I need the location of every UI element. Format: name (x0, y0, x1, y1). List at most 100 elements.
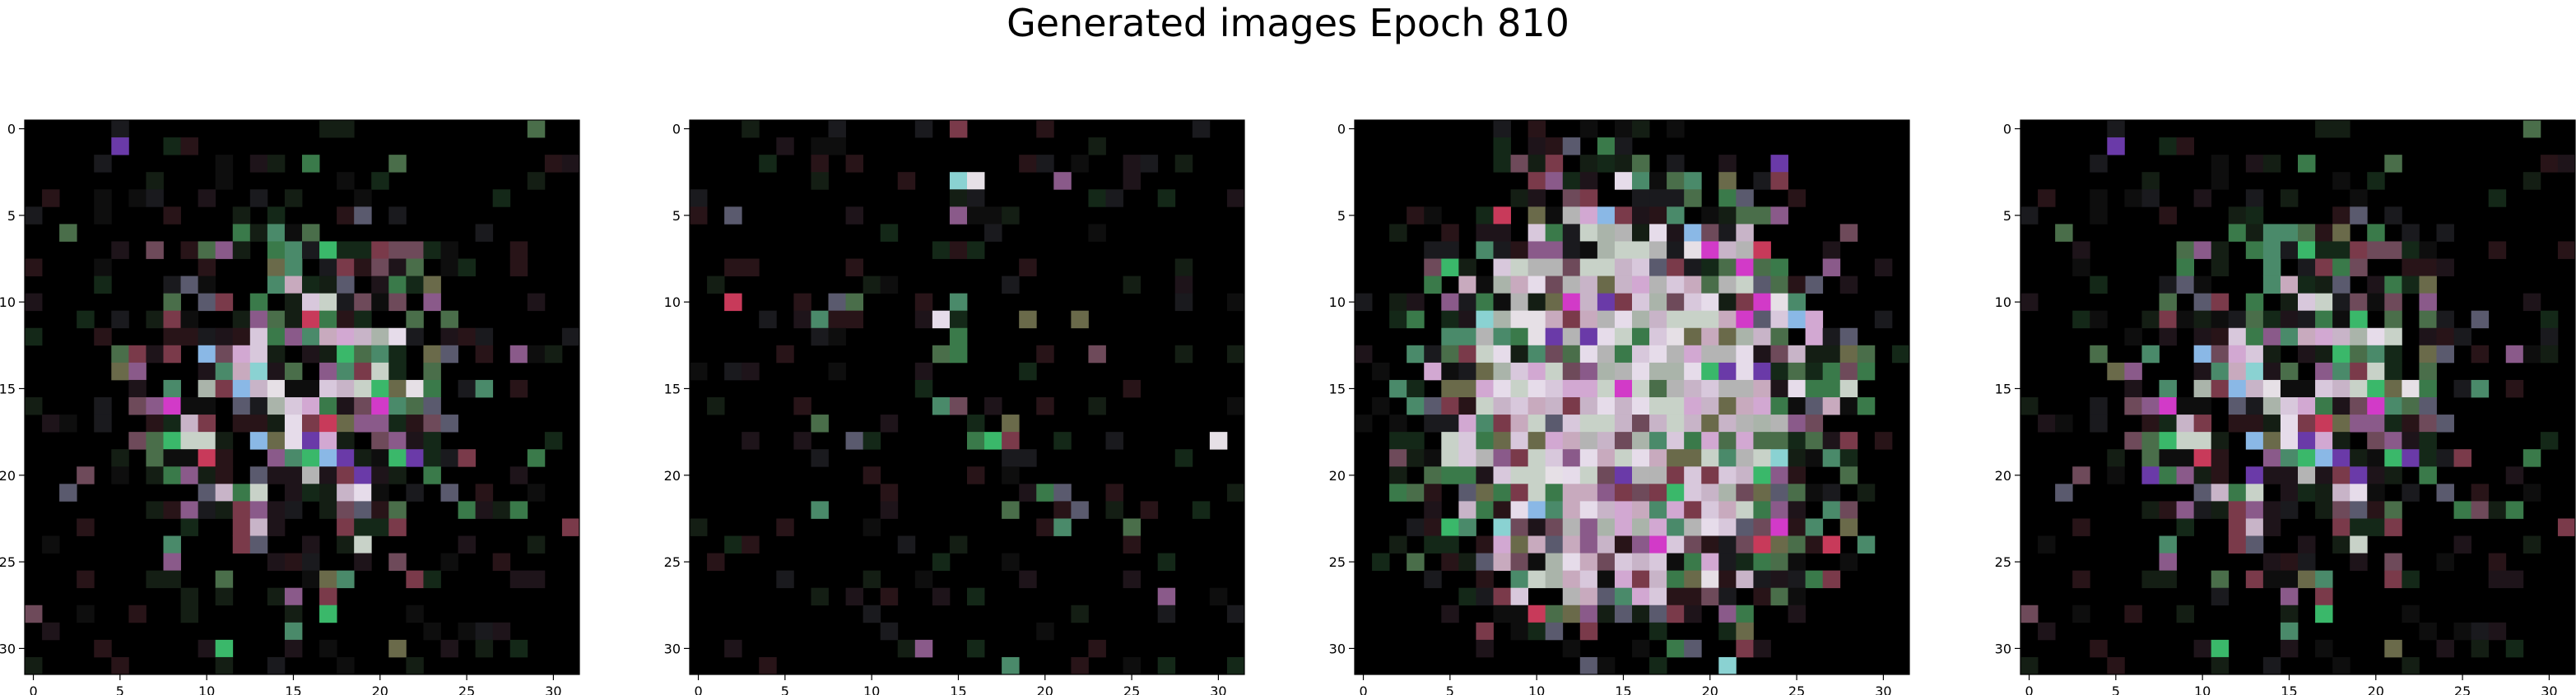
pixel-cell (2228, 535, 2247, 554)
pixel-cell (914, 379, 933, 398)
pixel-cell (475, 639, 494, 658)
pixel-cell (1614, 137, 1633, 155)
pixel-cell (2159, 415, 2177, 433)
pixel-cell (1441, 379, 1459, 398)
pixel-cell (2298, 345, 2316, 364)
pixel-cell (354, 189, 372, 207)
pixel-cell (1562, 293, 1581, 312)
pixel-cell (1649, 518, 1667, 536)
pixel-cell (1545, 605, 1564, 623)
pixel-cell (146, 241, 164, 259)
pixel-cell (1597, 484, 1616, 502)
x-tick-label: 25 (1123, 683, 1140, 695)
pixel-cell (1701, 224, 1719, 242)
pixel-cell (1822, 570, 1841, 589)
pixel-cell (2176, 518, 2195, 536)
pixel-cell (1753, 293, 1771, 312)
pixel-cell (249, 224, 268, 242)
pixel-cell (440, 327, 458, 346)
pixel-cell (967, 206, 985, 225)
pixel-cell (1579, 535, 1598, 554)
pixel-cell (1718, 258, 1737, 276)
pixel-cell (1493, 155, 1511, 173)
pixel-cell (1805, 379, 1824, 398)
pixel-cell (1493, 535, 1511, 554)
pixel-cell (1822, 484, 1841, 502)
x-tick-label: 0 (1359, 683, 1367, 695)
pixel-cell (249, 293, 268, 312)
pixel-cell (1389, 449, 1407, 467)
pixel-cell (1036, 518, 1054, 536)
pixel-cell (2124, 327, 2142, 346)
pixel-cell (1632, 484, 1650, 502)
pixel-cell (249, 379, 268, 398)
pixel-cell (146, 570, 164, 589)
pixel-cell (1667, 362, 1685, 381)
pixel-cell (1071, 656, 1089, 675)
pixel-cell (2332, 206, 2350, 225)
pixel-cell (2245, 379, 2264, 398)
pixel-cell (2228, 345, 2247, 364)
pixel-cell (354, 362, 372, 381)
pixel-cell (2245, 362, 2264, 381)
pixel-cell (2315, 345, 2333, 364)
pixel-cell (388, 276, 407, 294)
pixel-cell (2038, 415, 2056, 433)
pixel-cell (1614, 241, 1633, 259)
pixel-cell (1510, 466, 1529, 484)
pixel-cell (1510, 258, 1529, 276)
pixel-cell (388, 397, 407, 415)
pixel-cell (1822, 397, 1841, 415)
pixel-cell (2262, 570, 2281, 589)
pixel-cell (1753, 570, 1771, 589)
pixel-cell (1701, 466, 1719, 484)
pixel-cell (1527, 518, 1546, 536)
pixel-cell (1891, 345, 1910, 364)
pixel-cell (1579, 379, 1598, 398)
pixel-cell (1667, 587, 1685, 606)
pixel-cell (2332, 415, 2350, 433)
pixel-cell (128, 432, 146, 450)
pixel-cell (2280, 622, 2299, 641)
pixel-cell (2280, 397, 2299, 415)
pixel-cell (1736, 466, 1754, 484)
pixel-cell (1510, 501, 1529, 519)
pixel-cell (1701, 501, 1719, 519)
pixel-cell (1510, 241, 1529, 259)
pixel-cell (2384, 570, 2402, 589)
pixel-cell (1632, 518, 1650, 536)
pixel-cell (1002, 432, 1020, 450)
pixel-cell (319, 379, 337, 398)
pixel-cell (2332, 224, 2350, 242)
pixel-cell (371, 432, 389, 450)
pixel-cell (1424, 449, 1442, 467)
pixel-cell (1753, 449, 1771, 467)
pixel-cell (1632, 276, 1650, 294)
pixel-cell (337, 310, 355, 329)
pixel-cell (863, 570, 881, 589)
pixel-cell (2107, 120, 2125, 138)
pixel-cell (2402, 276, 2420, 294)
pixel-cell (1753, 345, 1771, 364)
pixel-cell (1614, 432, 1633, 450)
pixel-cell (1226, 605, 1245, 623)
pixel-cell (492, 622, 511, 641)
pixel-cell (1718, 518, 1737, 536)
pixel-cell (949, 172, 968, 190)
pixel-cell (1579, 206, 1598, 225)
pixel-cell (1736, 449, 1754, 467)
pixel-cell (371, 397, 389, 415)
pixel-cell (284, 432, 303, 450)
pixel-cell (1701, 206, 1719, 225)
pixel-cell (302, 310, 320, 329)
pixel-cell (267, 415, 286, 433)
pixel-cell (1157, 553, 1176, 572)
pixel-cell (1805, 345, 1824, 364)
y-tick-label: 30 (1329, 641, 1346, 656)
pixel-cell (1718, 224, 1737, 242)
pixel-cell (2280, 327, 2299, 346)
pixel-cell (2540, 345, 2559, 364)
pixel-cell (2419, 449, 2437, 467)
pixel-cell (198, 466, 216, 484)
